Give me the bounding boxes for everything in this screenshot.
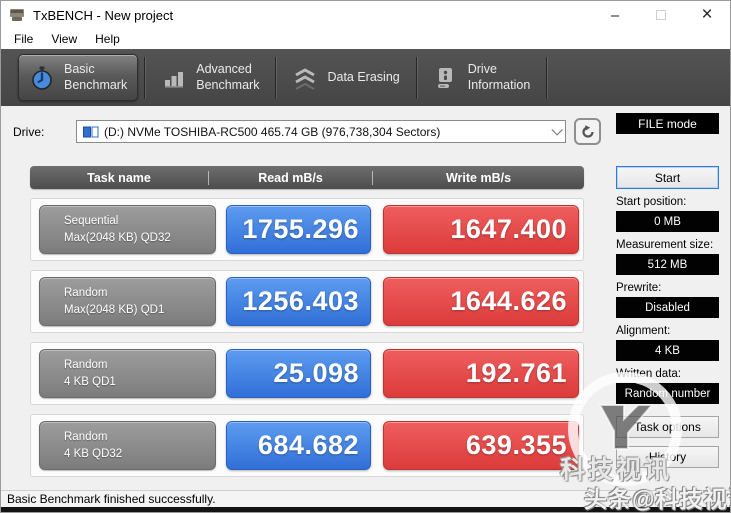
sidebar: Start Start position: 0 MB Measurement s… bbox=[616, 166, 719, 468]
drive-row: Drive: (D:) NVMe TOSHIBA-RC500 465.74 GB… bbox=[13, 118, 601, 145]
read-value: 1256.403 bbox=[226, 277, 371, 326]
header-write-mbs: Write mB/s bbox=[445, 170, 512, 185]
write-value: 639.355 bbox=[383, 421, 579, 470]
table-row: Sequential Max(2048 KB) QD32 1755.296 16… bbox=[30, 198, 584, 261]
alignment-label: Alignment: bbox=[616, 325, 671, 337]
read-value: 684.682 bbox=[226, 421, 371, 470]
drive-icon bbox=[437, 67, 452, 88]
minimize-button[interactable]: – bbox=[592, 1, 638, 29]
toolbar-separator bbox=[546, 56, 548, 99]
drive-label: Drive: bbox=[13, 124, 45, 139]
toolbar-separator bbox=[144, 56, 146, 99]
table-row: Random 4 KB QD32 684.682 639.355 bbox=[30, 414, 584, 477]
bar-chart-icon bbox=[165, 71, 184, 88]
menu-bar: File View Help bbox=[1, 29, 730, 49]
results-table: Task name Read mB/s Write mB/s Sequentia… bbox=[30, 166, 584, 477]
tab-label: Basic Benchmark bbox=[64, 61, 128, 92]
menu-file[interactable]: File bbox=[14, 32, 34, 46]
refresh-icon bbox=[581, 124, 594, 138]
prewrite-label: Prewrite: bbox=[616, 282, 662, 294]
task-button-random-4kb-qd1[interactable]: Random 4 KB QD1 bbox=[39, 349, 216, 398]
start-position-field[interactable]: 0 MB bbox=[616, 211, 719, 232]
read-value: 1755.296 bbox=[226, 205, 371, 254]
tab-basic-benchmark[interactable]: Basic Benchmark bbox=[18, 54, 139, 101]
drive-select[interactable]: (D:) NVMe TOSHIBA-RC500 465.74 GB (976,7… bbox=[76, 120, 566, 143]
start-position-label: Start position: bbox=[616, 196, 687, 208]
write-value: 192.761 bbox=[383, 349, 579, 398]
task-options-button[interactable]: Task options bbox=[616, 416, 719, 438]
measurement-size-label: Measurement size: bbox=[616, 239, 714, 251]
maximize-button[interactable] bbox=[638, 1, 684, 29]
content-area: Drive: (D:) NVMe TOSHIBA-RC500 465.74 GB… bbox=[1, 106, 730, 492]
tab-label: Advanced Benchmark bbox=[196, 61, 260, 92]
history-button[interactable]: History bbox=[616, 446, 719, 468]
close-icon: × bbox=[701, 4, 713, 25]
write-value: 1644.626 bbox=[383, 277, 579, 326]
header-read-mbs: Read mB/s bbox=[208, 170, 373, 185]
prewrite-field[interactable]: Disabled bbox=[616, 297, 719, 318]
task-button-random-4kb-qd32[interactable]: Random 4 KB QD32 bbox=[39, 421, 216, 470]
drive-glyph-icon bbox=[83, 126, 99, 137]
title-bar: TxBENCH - New project – × bbox=[1, 1, 730, 29]
toolbar: Basic Benchmark Advanced Benchmark Data Er… bbox=[1, 49, 730, 106]
chevron-down-icon bbox=[551, 123, 563, 136]
file-mode-button[interactable]: FILE mode bbox=[616, 113, 719, 134]
table-row: Random Max(2048 KB) QD1 1256.403 1644.62… bbox=[30, 270, 584, 333]
header-task-name: Task name bbox=[87, 170, 151, 185]
window-title: TxBENCH - New project bbox=[33, 7, 174, 23]
read-value: 25.098 bbox=[226, 349, 371, 398]
stopwatch-icon bbox=[32, 66, 52, 90]
task-button-random-qd1[interactable]: Random Max(2048 KB) QD1 bbox=[39, 277, 216, 326]
alignment-field[interactable]: 4 KB bbox=[616, 340, 719, 361]
status-bar: Basic Benchmark finished successfully. bbox=[1, 490, 730, 507]
minimize-icon: – bbox=[610, 6, 620, 24]
toolbar-separator bbox=[415, 56, 417, 99]
measurement-size-field[interactable]: 512 MB bbox=[616, 254, 719, 275]
write-value: 1647.400 bbox=[383, 205, 579, 254]
tab-label: Data Erasing bbox=[327, 69, 400, 84]
status-message: Basic Benchmark finished successfully. bbox=[7, 492, 216, 506]
window-bottom-edge bbox=[1, 507, 730, 512]
refresh-drives-button[interactable] bbox=[574, 118, 601, 145]
task-button-sequential-qd32[interactable]: Sequential Max(2048 KB) QD32 bbox=[39, 205, 216, 254]
close-button[interactable]: × bbox=[684, 1, 730, 29]
written-data-label: Written data: bbox=[616, 368, 681, 380]
erase-icon bbox=[295, 68, 316, 90]
tab-advanced-benchmark[interactable]: Advanced Benchmark bbox=[151, 54, 269, 101]
tab-drive-information[interactable]: Drive Information bbox=[423, 54, 541, 101]
drive-selected-text: (D:) NVMe TOSHIBA-RC500 465.74 GB (976,7… bbox=[104, 124, 441, 139]
results-header: Task name Read mB/s Write mB/s bbox=[30, 166, 584, 189]
written-data-field[interactable]: Random number bbox=[616, 383, 719, 404]
tab-data-erasing[interactable]: Data Erasing bbox=[282, 54, 409, 101]
menu-view[interactable]: View bbox=[51, 32, 78, 46]
table-row: Random 4 KB QD1 25.098 192.761 bbox=[30, 342, 584, 405]
toolbar-separator bbox=[275, 56, 277, 99]
tab-label: Drive Information bbox=[467, 61, 531, 92]
menu-help[interactable]: Help bbox=[95, 32, 120, 46]
start-button[interactable]: Start bbox=[616, 166, 719, 189]
maximize-icon bbox=[656, 10, 666, 20]
app-icon bbox=[10, 9, 24, 21]
